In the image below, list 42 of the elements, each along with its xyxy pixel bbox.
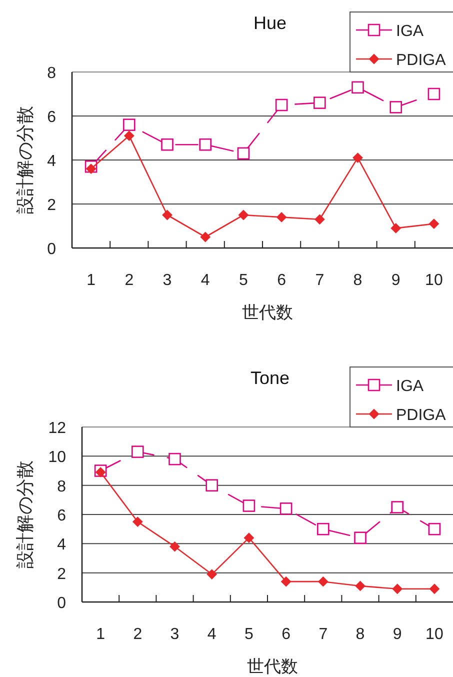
y-axis-title: 設計解の分散 xyxy=(15,106,35,214)
y-tick-label: 8 xyxy=(57,478,66,496)
x-tick-label: 3 xyxy=(170,626,180,643)
legend-label: PDIGA xyxy=(396,407,446,424)
y-tick-label: 10 xyxy=(48,449,66,466)
x-tick-label: 3 xyxy=(162,272,172,289)
x-tick-label: 6 xyxy=(277,272,286,289)
legend-label: IGA xyxy=(396,23,424,40)
x-tick-label: 1 xyxy=(96,626,106,643)
y-tick-label: 4 xyxy=(47,153,56,170)
y-tick-label: 2 xyxy=(47,197,56,214)
y-tick-label: 4 xyxy=(57,536,66,554)
x-tick-label: 9 xyxy=(391,272,400,289)
x-tick-label: 2 xyxy=(124,272,134,289)
y-tick-label: 6 xyxy=(57,508,66,524)
x-tick-label: 5 xyxy=(244,626,254,643)
x-tick-label: 8 xyxy=(353,272,362,289)
x-tick-label: 6 xyxy=(282,626,291,643)
y-tick-label: 0 xyxy=(47,241,56,258)
chart-title: Hue xyxy=(253,13,287,33)
x-tick-label: 10 xyxy=(425,272,443,289)
x-axis-title: 世代数 xyxy=(247,657,298,676)
chart-title: Tone xyxy=(250,368,290,388)
x-tick-label: 10 xyxy=(426,626,444,643)
x-tick-label: 1 xyxy=(86,272,96,289)
y-tick-label: 6 xyxy=(47,109,56,126)
x-tick-label: 7 xyxy=(318,626,328,643)
x-axis-title: 世代数 xyxy=(242,303,293,322)
x-tick-label: 7 xyxy=(315,272,324,289)
y-tick-label: 0 xyxy=(57,595,66,612)
y-tick-label: 8 xyxy=(47,65,56,82)
y-axis-title: 設計解の分散 xyxy=(15,460,35,568)
x-tick-label: 9 xyxy=(392,626,402,643)
x-tick-label: 5 xyxy=(238,272,248,289)
x-tick-label: 2 xyxy=(133,626,142,643)
y-tick-label: 12 xyxy=(48,420,66,437)
x-tick-label: 4 xyxy=(200,272,210,289)
x-tick-label: 8 xyxy=(356,626,365,643)
legend-label: PDIGA xyxy=(396,52,446,69)
y-tick-label: 2 xyxy=(57,566,66,583)
legend-label: IGA xyxy=(396,378,424,395)
x-tick-label: 4 xyxy=(207,626,216,643)
